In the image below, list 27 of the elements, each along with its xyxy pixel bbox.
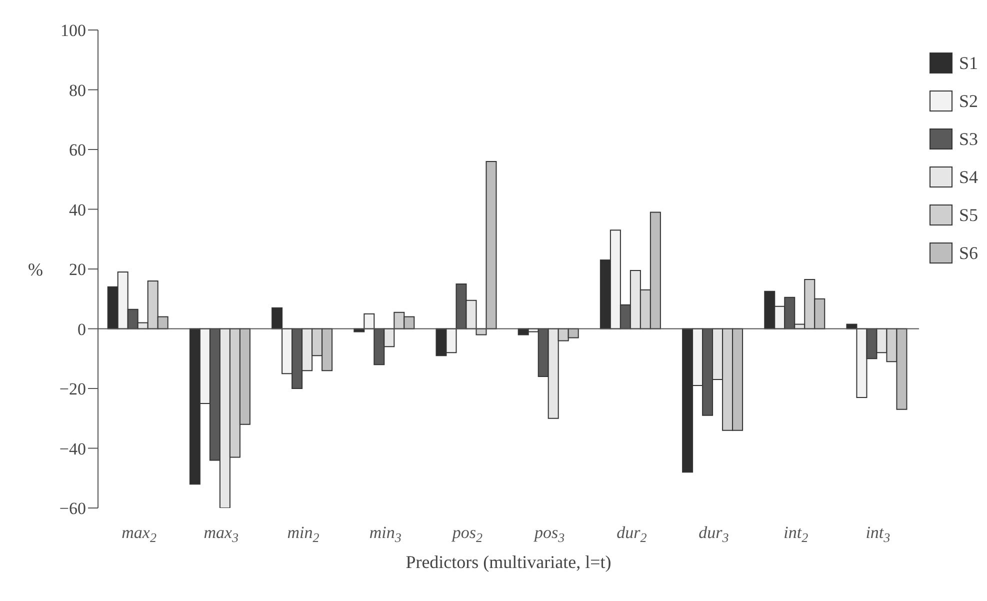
y-tick-label: 60 xyxy=(69,140,86,160)
x-tick-label: int$_{3}$ xyxy=(866,523,891,545)
y-tick-label: 80 xyxy=(69,80,86,100)
y-axis-title: % xyxy=(28,259,43,280)
x-tick-label: pos$_{2}$ xyxy=(451,523,484,545)
x-tick-label: max$_{3}$ xyxy=(204,523,240,545)
y-tick-label: −40 xyxy=(59,439,86,458)
legend-label: S5 xyxy=(958,204,978,227)
y-tick-label: −20 xyxy=(59,380,86,399)
x-tick-label: int$_{2}$ xyxy=(784,523,809,545)
y-tick-label: −60 xyxy=(59,499,86,518)
legend-label: S2 xyxy=(958,90,978,113)
x-tick-label: min$_{2}$ xyxy=(287,523,320,545)
x-tick-label: max$_{2}$ xyxy=(122,523,157,545)
legend-label: S1 xyxy=(958,52,978,75)
legend-label: S3 xyxy=(958,128,978,151)
y-tick-label: 100 xyxy=(60,21,86,40)
x-tick-label: pos$_{3}$ xyxy=(533,523,566,545)
legend-label: S4 xyxy=(958,166,978,189)
x-tick-label: dur$_{2}$ xyxy=(616,523,648,545)
legend-label: S6 xyxy=(958,242,978,265)
x-tick-label: dur$_{3}$ xyxy=(698,523,730,545)
y-tick-label: 20 xyxy=(69,260,86,280)
y-tick-label: 40 xyxy=(69,200,86,220)
x-axis-title: Predictors (multivariate, l=t) xyxy=(406,552,612,572)
y-tick-label: 0 xyxy=(78,320,86,339)
x-tick-label: min$_{3}$ xyxy=(369,523,402,545)
